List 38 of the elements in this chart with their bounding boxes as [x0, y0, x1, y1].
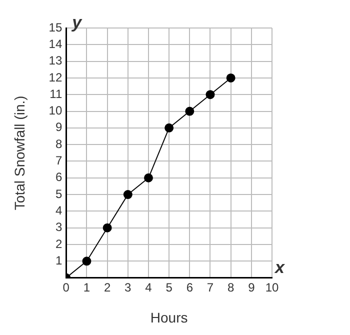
x-tick-label: 5 — [166, 280, 173, 294]
x-tick-label: 9 — [248, 280, 256, 294]
x-tick-label: 7 — [206, 280, 214, 294]
x-tick-label: 1 — [83, 280, 90, 294]
y-tick-label: 10 — [48, 104, 62, 118]
point — [102, 223, 112, 232]
point — [123, 190, 132, 200]
x-tick-label: 3 — [124, 280, 132, 294]
point — [144, 173, 153, 182]
point — [82, 256, 92, 266]
x-tick-label: 0 — [62, 280, 70, 294]
y-tick-label: 9 — [55, 120, 62, 134]
y-axis-title: Total Snowfall (in.) — [11, 96, 28, 210]
y-tick-label: 4 — [55, 204, 62, 218]
annotation: y — [71, 13, 84, 32]
y-tick-label: 5 — [55, 186, 62, 201]
y-tick-label: 7 — [55, 154, 62, 168]
point — [206, 90, 215, 100]
y-tick-label: 8 — [55, 136, 62, 151]
y-tick-label: 1 — [55, 253, 62, 268]
y-tick-label: 15 — [48, 20, 62, 34]
x-tick-label: 10 — [265, 280, 279, 294]
point — [226, 73, 236, 82]
y-tick-label: 12 — [48, 70, 62, 84]
y-tick-label: 2 — [55, 236, 62, 251]
x-tick-label: 6 — [186, 280, 194, 294]
y-tick-label: 14 — [48, 36, 62, 51]
y-tick-label: 3 — [55, 220, 62, 234]
x-axis-title: Hours — [150, 309, 188, 326]
y-tick-label: 11 — [50, 86, 62, 101]
x-tick-label: 4 — [145, 280, 152, 294]
y-tick-label: 13 — [48, 54, 62, 68]
text: x — [274, 258, 286, 277]
point — [164, 123, 174, 132]
x-tick-label: 8 — [227, 280, 234, 294]
x-tick-label: 2 — [104, 280, 111, 294]
y-tick-label: 6 — [55, 170, 62, 184]
point — [185, 106, 194, 116]
